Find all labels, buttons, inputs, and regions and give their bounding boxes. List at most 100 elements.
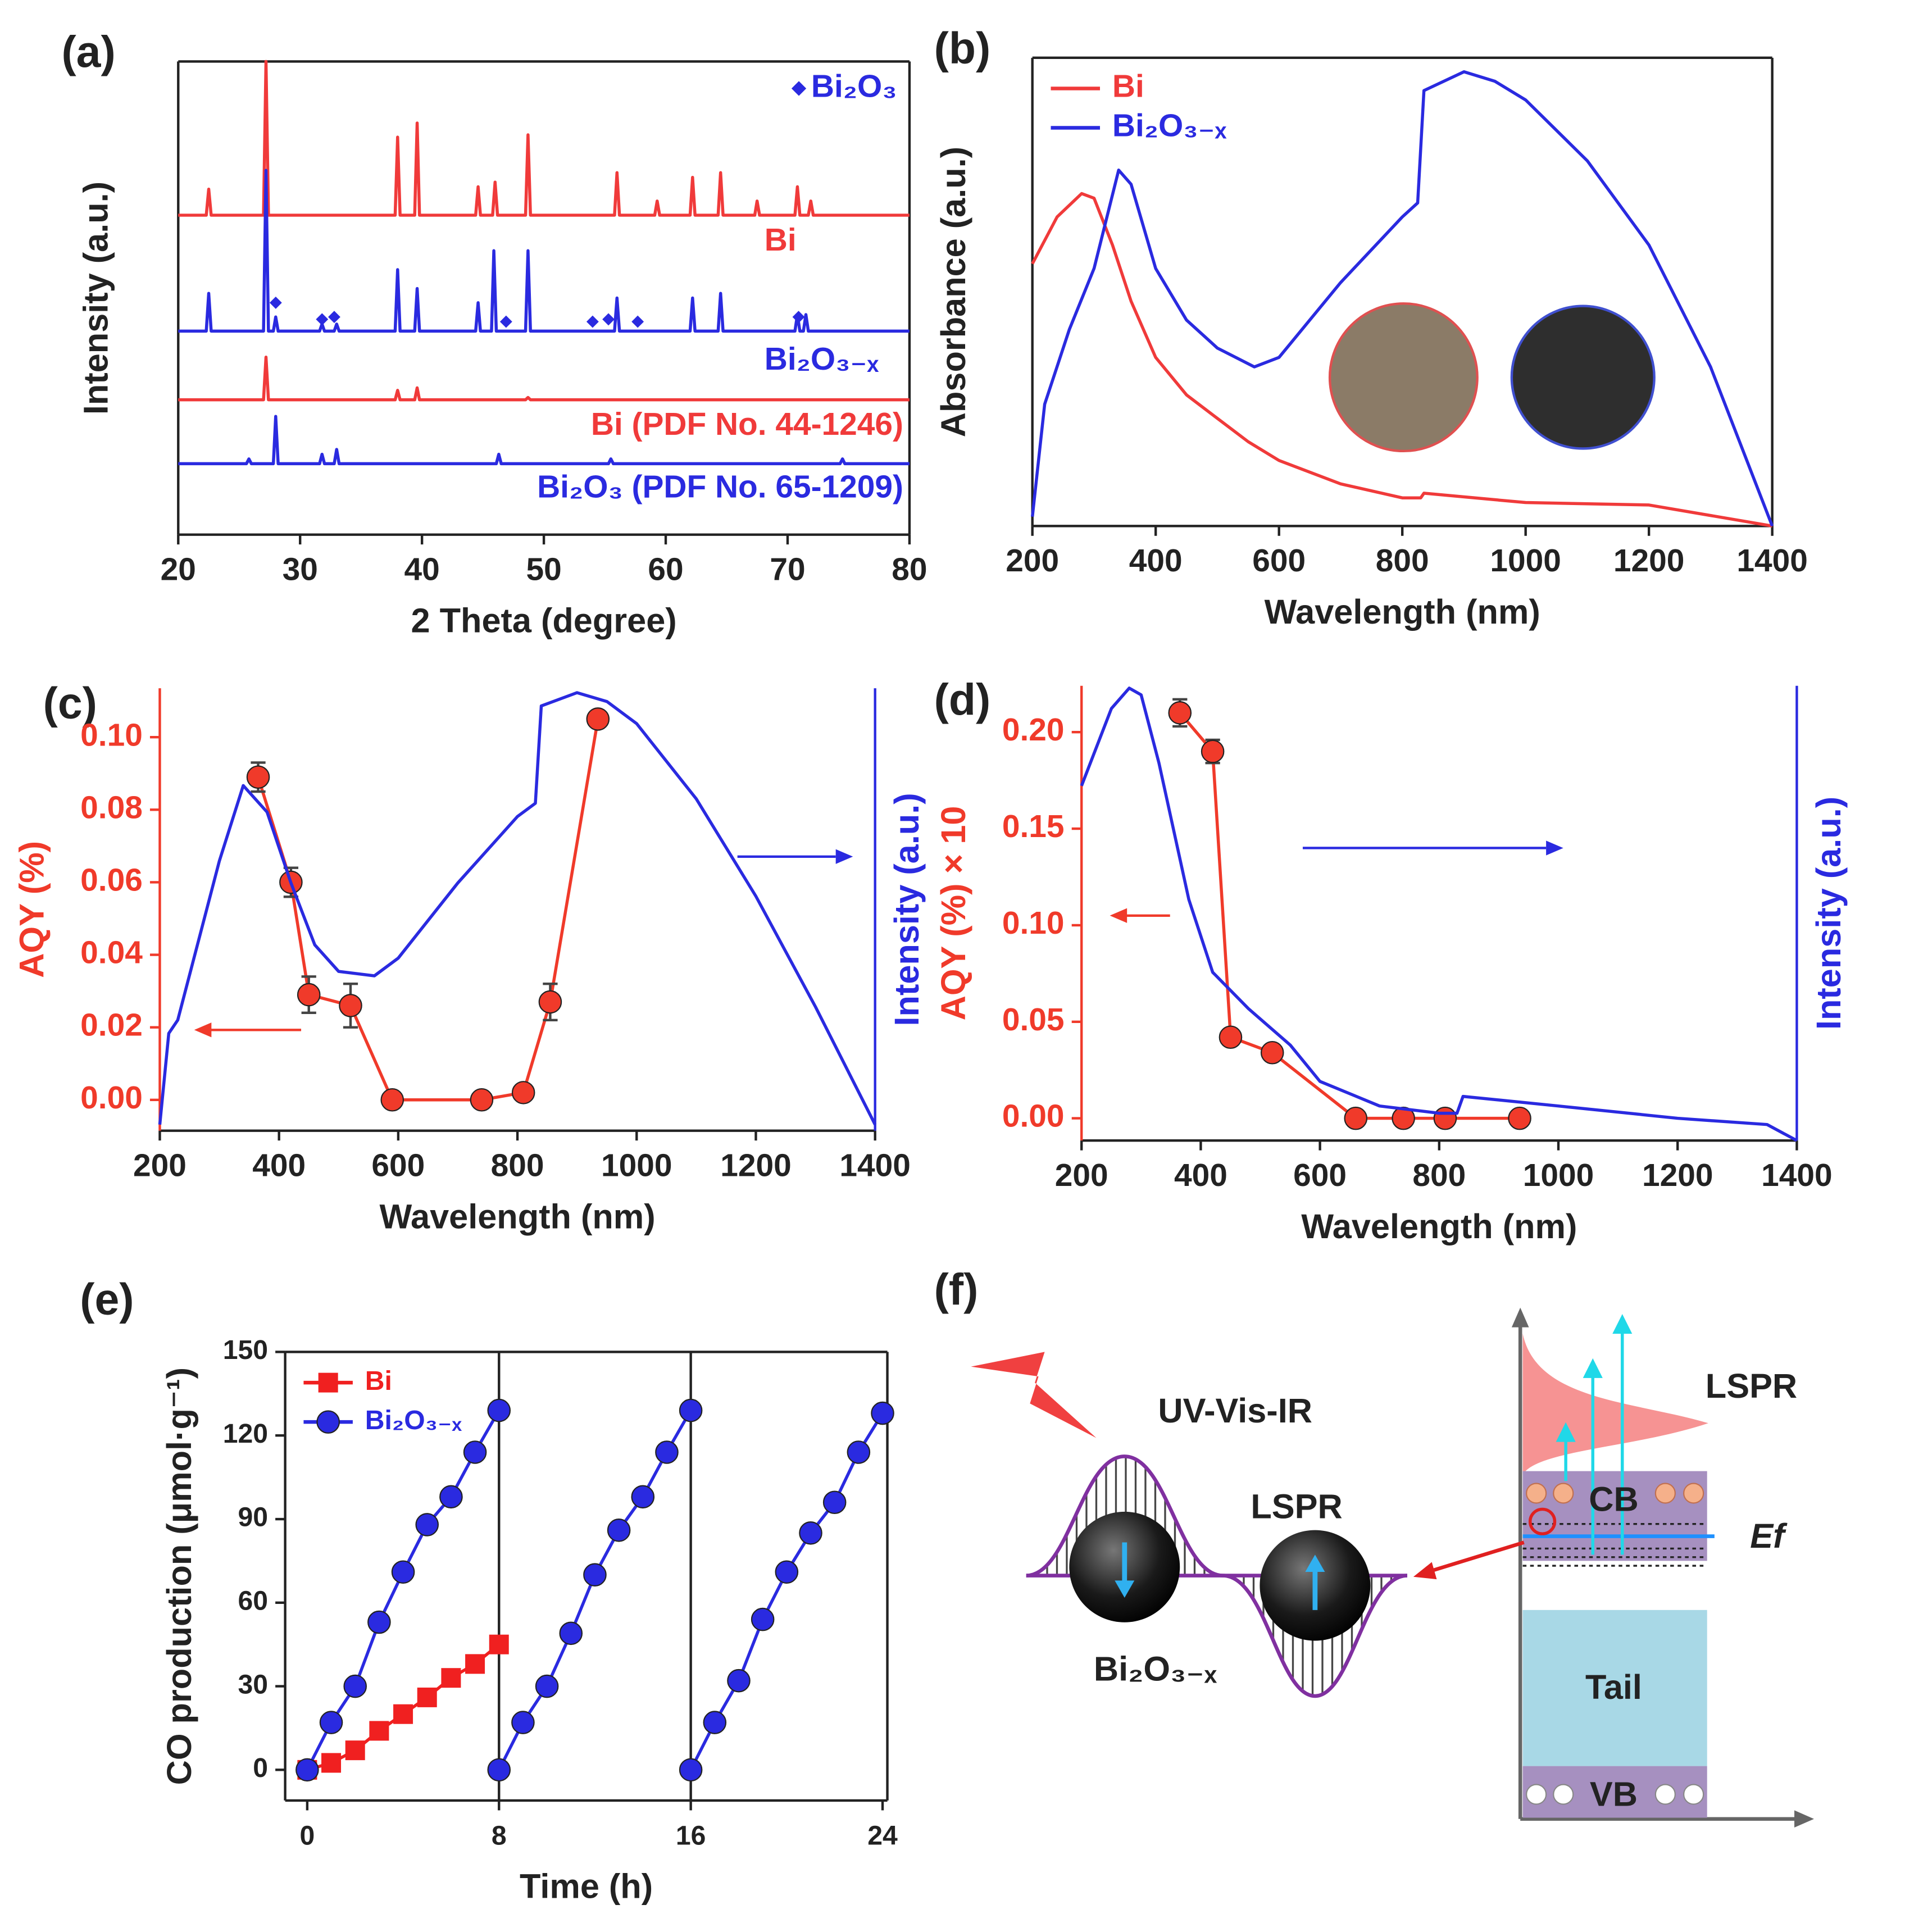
- x-tick-label: 600: [371, 1148, 425, 1183]
- series-label: Bi₂O₃ (PDF No. 65-1209): [537, 470, 903, 505]
- data-point: [607, 1519, 631, 1542]
- legend-label: Bi: [1112, 69, 1144, 104]
- data-point: [415, 1513, 439, 1536]
- y-tick-label: 0.02: [80, 1008, 143, 1043]
- sample-photo-bi2o3: [1510, 304, 1656, 450]
- data-point: [316, 313, 329, 326]
- data-point: [487, 1398, 511, 1422]
- x-tick-label: 400: [1129, 543, 1183, 579]
- x-tick-label: 1200: [1613, 543, 1685, 579]
- excitation-arrows: [1556, 1314, 1633, 1555]
- y-tick-label: 90: [238, 1502, 268, 1533]
- diagram-label: CB: [1589, 1480, 1638, 1519]
- x-tick-label: 1200: [720, 1148, 791, 1183]
- data-point: [470, 1088, 494, 1112]
- x-tick-label: 50: [526, 552, 561, 587]
- x-tick-label: 200: [133, 1148, 187, 1183]
- data-point: [463, 1440, 487, 1464]
- data-point: [367, 1610, 391, 1634]
- data-point: [321, 1753, 342, 1773]
- x-axis-label: Time (h): [520, 1867, 653, 1906]
- data-point: [583, 1563, 607, 1586]
- y-tick-label: 0.06: [80, 862, 143, 898]
- data-point: [441, 1668, 461, 1688]
- data-point: [417, 1687, 437, 1707]
- x-tick-label: 40: [404, 552, 440, 587]
- x-axis-label: Wavelength (nm): [379, 1197, 655, 1235]
- series-line: [1080, 687, 1798, 1142]
- diagram-label: LSPR: [1251, 1488, 1342, 1526]
- x-tick-label: 1400: [839, 1148, 911, 1183]
- x-tick-label: 600: [1293, 1158, 1347, 1193]
- y-tick-label: 120: [223, 1419, 268, 1449]
- x-tick-label: 8: [492, 1820, 507, 1851]
- data-point: [343, 1674, 367, 1698]
- data-point: [295, 1758, 319, 1782]
- data-point: [1433, 1106, 1457, 1130]
- data-point: [792, 311, 805, 324]
- electrons: [1526, 1483, 1704, 1504]
- y-tick-label: 60: [238, 1586, 268, 1616]
- x-tick-label: 200: [1006, 543, 1059, 579]
- y-tick-label: 0.04: [80, 935, 143, 971]
- legend-marker: [316, 1410, 340, 1434]
- x-tick-label: 800: [491, 1148, 544, 1183]
- data-point: [727, 1669, 751, 1693]
- holes: [1526, 1784, 1704, 1805]
- diagram-label: Tail: [1585, 1668, 1642, 1706]
- x-tick-label: 24: [867, 1820, 898, 1851]
- diagram-label: UV-Vis-IR: [1158, 1392, 1312, 1430]
- x-tick-label: 400: [1174, 1158, 1227, 1193]
- lspr-peak: [1522, 1333, 1708, 1475]
- y-axis-label: Intensity (a.u.): [76, 181, 115, 415]
- panel-label: (b): [934, 24, 991, 73]
- x-tick-label: 1000: [601, 1148, 672, 1183]
- data-point: [703, 1711, 727, 1734]
- data-point: [439, 1485, 463, 1509]
- y-tick-label: 30: [238, 1669, 268, 1699]
- data-point: [586, 315, 599, 328]
- data-point: [631, 315, 644, 328]
- x-tick-label: 800: [1376, 543, 1429, 579]
- legend-marker: [791, 81, 807, 96]
- data-point: [822, 1490, 847, 1515]
- data-point: [847, 1440, 871, 1464]
- data-point: [269, 296, 282, 309]
- tail-band: [1522, 1610, 1707, 1766]
- x-axis-label: 2 Theta (degree): [411, 601, 677, 639]
- mechanism-diagram: UV-Vis-IR LSPR Bi₂O₃₋ₓ LSPR CB Ef Tail V…: [971, 1307, 1815, 1828]
- diagram-label: Ef: [1750, 1517, 1788, 1555]
- data-point: [871, 1401, 894, 1425]
- y-tick-label: 0.05: [1002, 1002, 1065, 1038]
- y2-axis-label: Intensity (a.u.): [888, 793, 926, 1026]
- series-line: [1031, 192, 1773, 528]
- series-label: Bi (PDF No. 44-1246): [591, 407, 903, 442]
- data-point: [631, 1485, 655, 1509]
- data-point: [393, 1704, 413, 1724]
- y-axis-label: AQY (%): [13, 841, 51, 978]
- panel-label: (d): [934, 675, 991, 724]
- series-line: [178, 60, 910, 217]
- y-axis-label: AQY (%) × 10: [934, 806, 972, 1021]
- data-point: [775, 1560, 799, 1584]
- x-tick-label: 1400: [1736, 543, 1808, 579]
- y-tick-label: 0.00: [1002, 1099, 1065, 1134]
- light-bolt: [971, 1352, 1097, 1438]
- x-tick-label: 16: [676, 1820, 706, 1851]
- y-tick-label: 0.15: [1002, 809, 1065, 844]
- series-line: [256, 719, 600, 1102]
- data-point: [319, 1711, 343, 1734]
- data-point: [487, 1758, 511, 1782]
- x-tick-label: 200: [1055, 1158, 1108, 1193]
- x-axis-label: Wavelength (nm): [1265, 593, 1540, 631]
- data-point: [1260, 1040, 1284, 1065]
- x-tick-label: 60: [648, 552, 683, 587]
- x-tick-label: 800: [1412, 1158, 1466, 1193]
- highlight: [1528, 1507, 1557, 1535]
- x-tick-label: 400: [252, 1148, 306, 1183]
- series-label: Bi₂O₃₋ₓ: [765, 342, 879, 377]
- series-label: Bi: [765, 222, 797, 258]
- data-point: [297, 983, 321, 1007]
- series-line: [1030, 70, 1774, 527]
